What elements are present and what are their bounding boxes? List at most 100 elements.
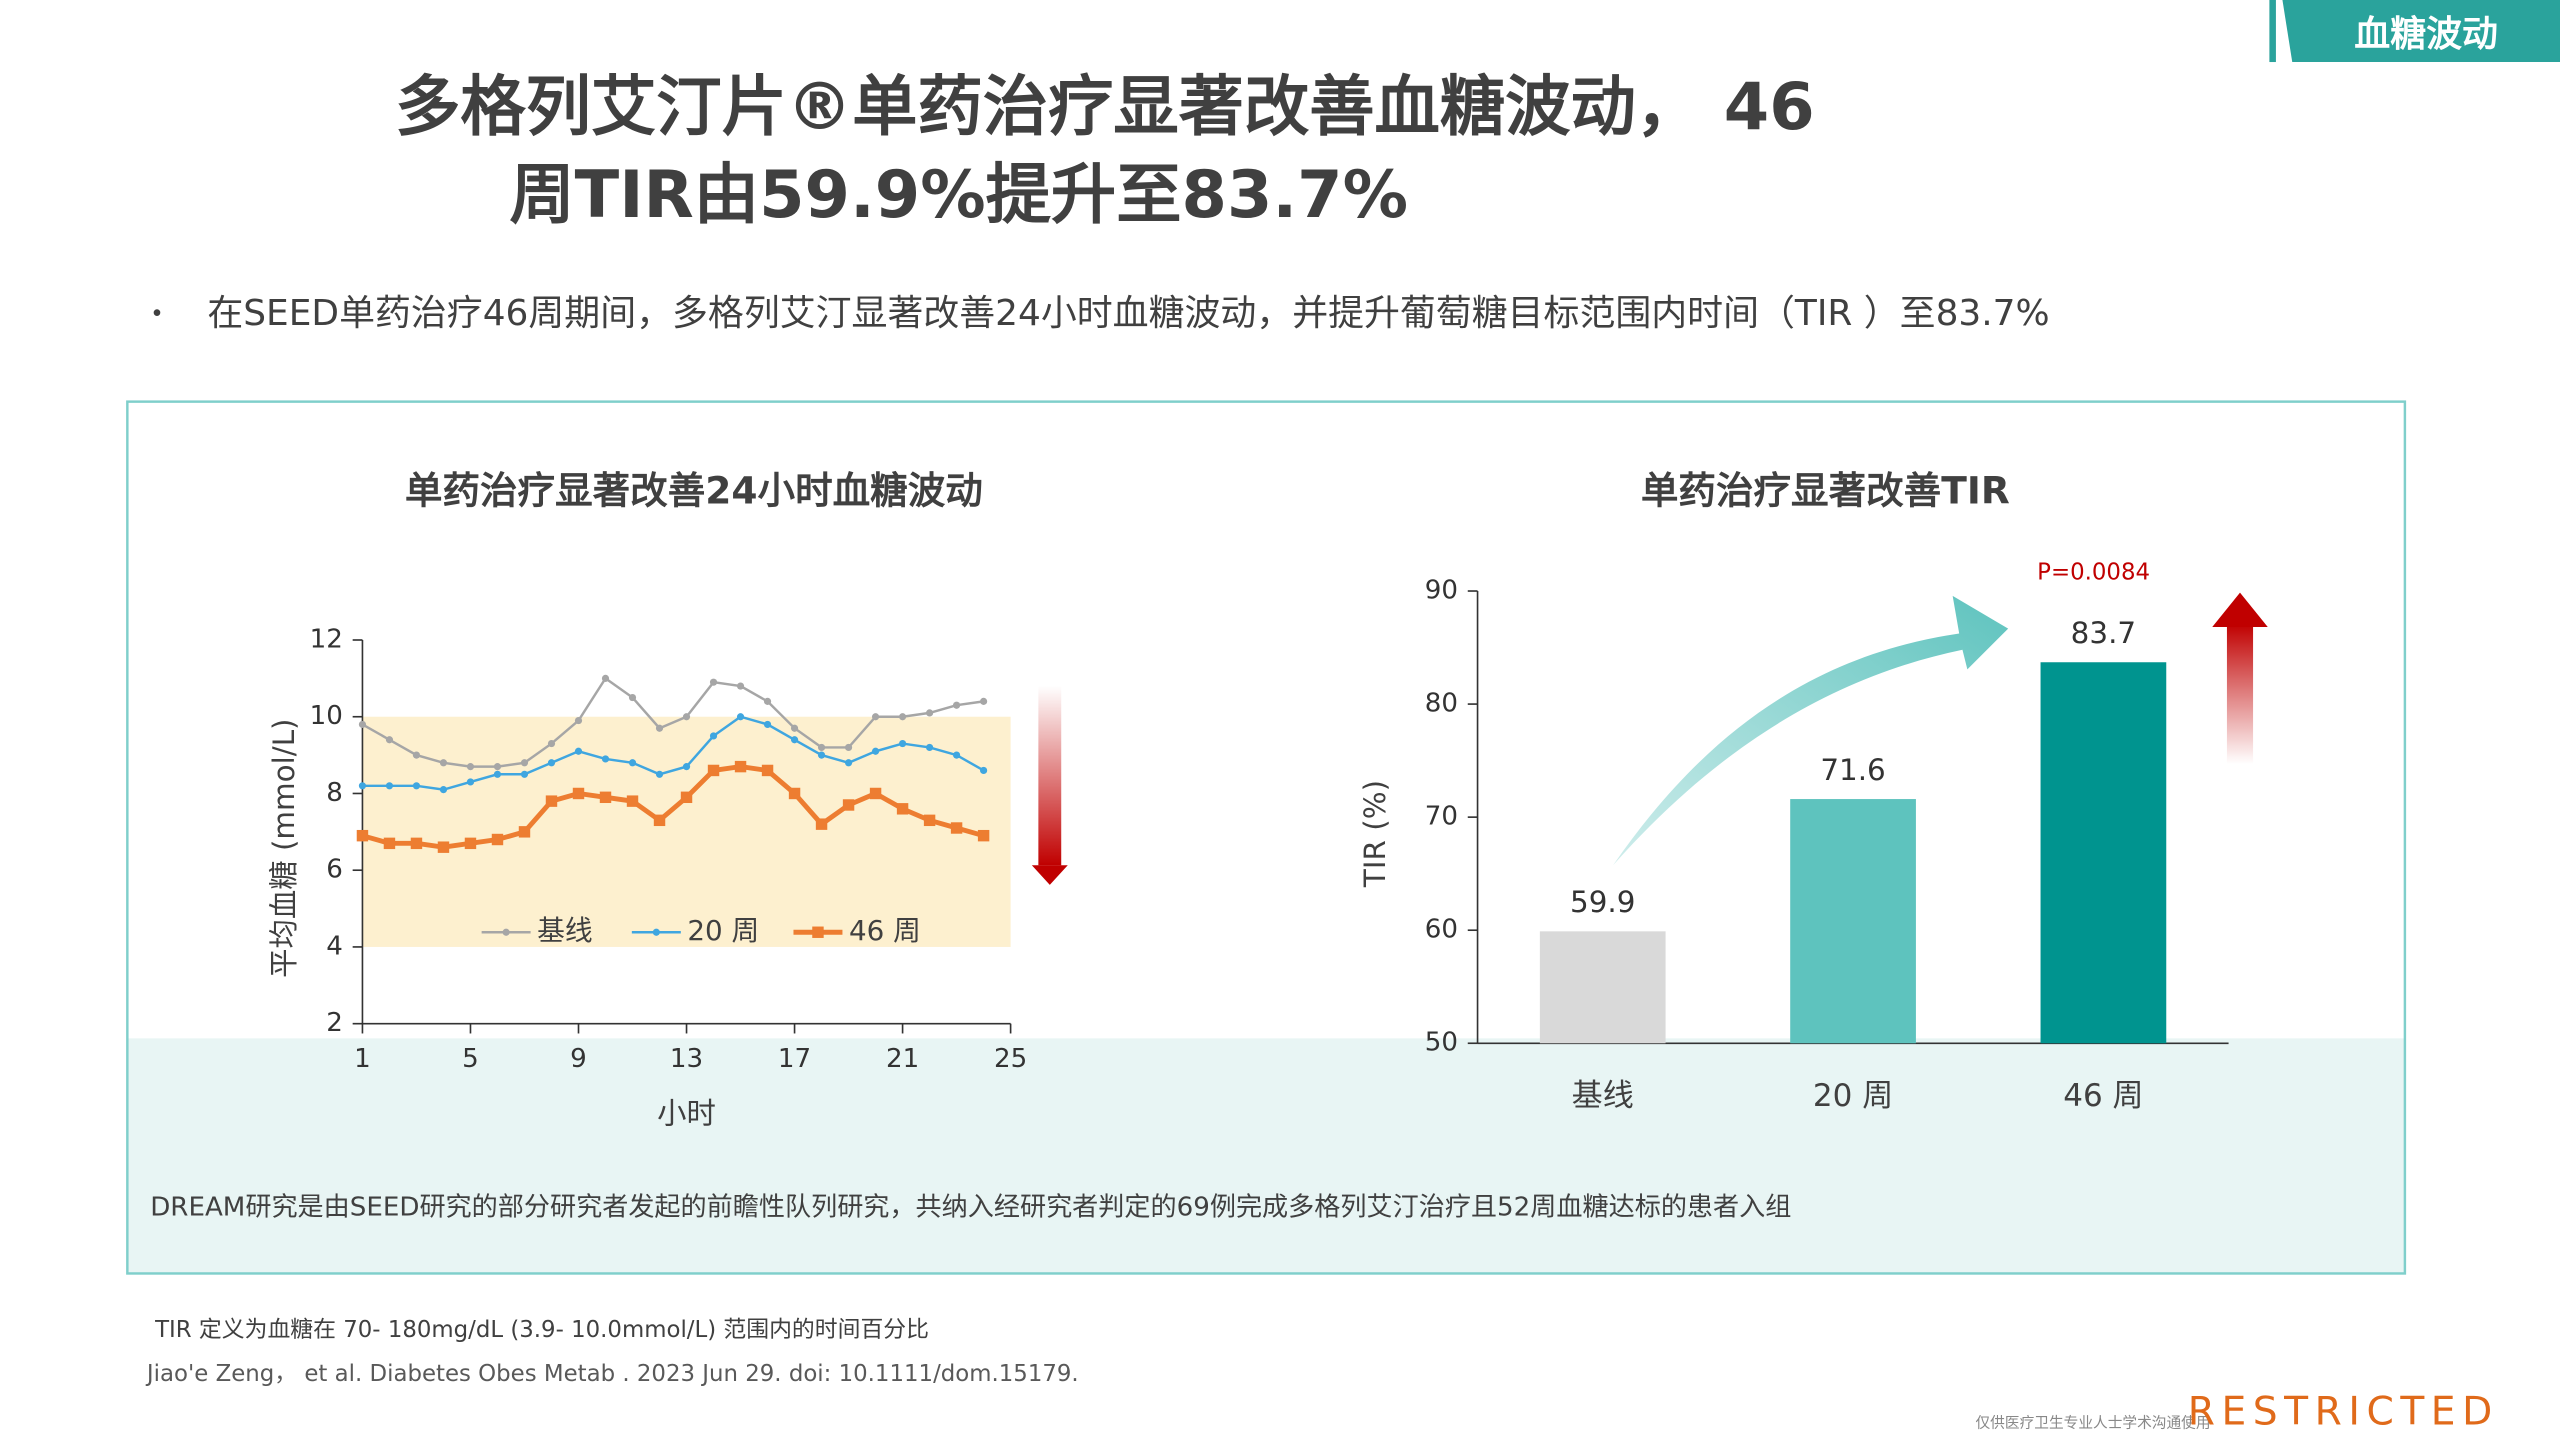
marker	[356, 829, 369, 842]
marker	[437, 841, 450, 853]
tag-bar	[2269, 0, 2276, 63]
y-tick-label: 6	[326, 855, 343, 885]
marker	[464, 837, 477, 850]
marker	[980, 697, 988, 705]
marker	[871, 747, 880, 755]
x-axis-label: 小时	[657, 1097, 716, 1131]
marker	[547, 759, 556, 767]
value-label: 59.9	[1570, 885, 1635, 919]
value-label: 71.6	[1820, 753, 1885, 787]
marker	[926, 709, 934, 717]
legend-marker	[652, 928, 660, 936]
x-tick-label: 17	[778, 1044, 811, 1074]
marker	[491, 833, 504, 846]
marker	[842, 799, 855, 811]
footnote: TIR 定义为血糖在 70- 180mg/dL (3.9- 10.0mmol/L…	[154, 1317, 929, 1343]
series-line	[362, 715, 985, 791]
marker	[844, 759, 853, 767]
marker	[682, 763, 691, 771]
marker	[574, 747, 583, 755]
x-tick-label: 5	[462, 1044, 479, 1074]
marker	[980, 766, 988, 775]
tag-bg	[2282, 0, 2560, 63]
bullet: 在SEED单药治疗46周期间，多格列艾汀显著改善24小时血糖波动，并提升葡萄糖目…	[207, 293, 2049, 334]
marker	[844, 743, 853, 752]
y-tick-label: 12	[310, 624, 343, 654]
panel	[126, 400, 2407, 1275]
marker	[385, 782, 394, 790]
marker	[383, 837, 396, 850]
marker	[385, 736, 394, 744]
y-axis-label: TIR (%)	[1358, 780, 1392, 888]
marker	[953, 751, 961, 759]
y-tick-label: 90	[1425, 576, 1458, 606]
marker	[950, 822, 963, 834]
bar	[1539, 931, 1666, 1044]
title-line: 多格列艾汀片®单药治疗显著改善血糖波动， 46	[395, 69, 1815, 145]
x-tick-label: 46 周	[2063, 1078, 2143, 1114]
bar	[2040, 662, 2167, 1044]
marker	[655, 724, 664, 732]
marker	[412, 782, 421, 790]
marker	[680, 791, 693, 804]
target-band	[362, 716, 1011, 947]
down-arrow-head	[1031, 865, 1068, 885]
title-line: 周TIR由59.9%提升至83.7%	[509, 157, 1408, 233]
annotation: P=0.0084	[2037, 560, 2150, 586]
marker	[412, 751, 421, 759]
legend-label: 46 周	[849, 914, 921, 947]
note: DREAM研究是由SEED研究的部分研究者发起的前瞻性队列研究，共纳入经研究者判…	[150, 1193, 1791, 1223]
marker	[466, 778, 475, 786]
bar	[1790, 799, 1916, 1044]
marker	[626, 795, 639, 807]
y-tick-label: 4	[326, 931, 343, 961]
x-tick-label: 9	[570, 1044, 587, 1074]
marker	[466, 763, 475, 771]
marker	[763, 697, 772, 705]
marker	[655, 770, 664, 778]
x-tick-label: 20 周	[1813, 1078, 1893, 1114]
marker	[926, 743, 934, 752]
marker	[574, 716, 583, 725]
y-tick-label: 60	[1425, 915, 1458, 945]
x-tick-label: 21	[886, 1044, 919, 1074]
marker	[709, 732, 718, 740]
marker	[493, 770, 502, 778]
legend-marker	[812, 926, 824, 938]
marker	[790, 736, 799, 744]
y-tick-label: 10	[310, 701, 343, 731]
x-tick-label: 基线	[1572, 1078, 1634, 1114]
down-arrow	[1038, 685, 1062, 866]
legend-marker	[502, 928, 510, 936]
marker	[493, 763, 502, 771]
marker	[410, 837, 423, 850]
marker	[439, 786, 448, 794]
marker	[599, 791, 612, 804]
legend-label: 20 周	[687, 914, 759, 947]
marker	[601, 674, 610, 682]
marker	[601, 755, 610, 763]
marker	[815, 818, 828, 830]
marker	[871, 713, 880, 721]
marker	[817, 751, 826, 759]
chart-title: 单药治疗显著改善TIR	[1641, 469, 2010, 513]
up-arrow	[2226, 623, 2254, 765]
y-tick-label: 50	[1425, 1028, 1458, 1058]
bullet-dot: •	[150, 302, 163, 328]
note-bg	[127, 1038, 2405, 1274]
tag: 血糖波动	[2354, 14, 2498, 55]
marker	[572, 787, 585, 800]
marker	[545, 795, 558, 807]
marker	[923, 814, 936, 827]
up-arrow-head	[2212, 592, 2268, 627]
marker	[707, 764, 720, 777]
footer: 仅供医疗卫生专业人士学术沟通使用	[1976, 1415, 2211, 1432]
marker	[977, 829, 990, 842]
marker	[788, 787, 801, 800]
marker	[653, 814, 666, 827]
marker	[817, 743, 826, 752]
y-tick-label: 8	[326, 778, 343, 808]
marker	[520, 759, 529, 767]
marker	[736, 713, 745, 721]
